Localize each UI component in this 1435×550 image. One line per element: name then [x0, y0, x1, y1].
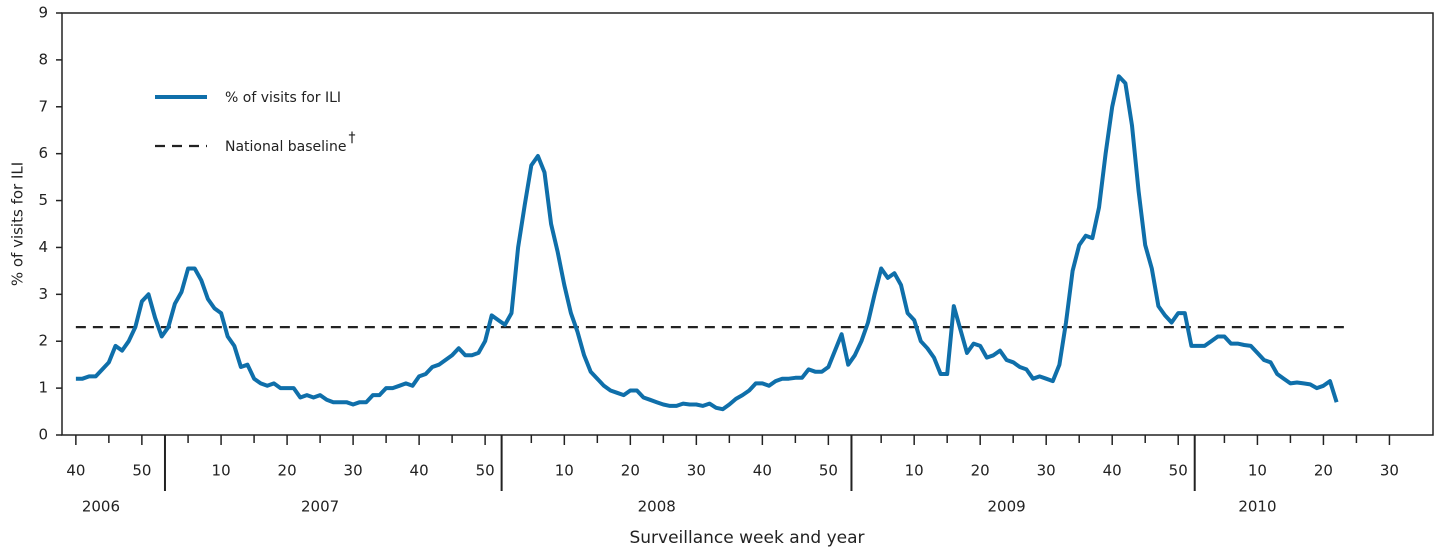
x-tick-label: 10	[555, 462, 574, 480]
x-tick-label: 30	[1037, 462, 1056, 480]
x-tick-label: 10	[905, 462, 924, 480]
x-tick-label: 40	[410, 462, 429, 480]
ili-line	[75, 74, 1339, 412]
y-axis-label: % of visits for ILI	[9, 162, 27, 286]
x-tick-label: 40	[1103, 462, 1122, 480]
y-tick-label: 2	[38, 332, 48, 350]
year-label: 2007	[301, 498, 339, 516]
x-tick-label: 50	[819, 462, 838, 480]
x-tick-label: 30	[687, 462, 706, 480]
y-tick-label: 4	[38, 238, 48, 256]
x-tick-label: 50	[476, 462, 495, 480]
y-tick-label: 6	[38, 144, 48, 162]
legend-label: National baseline	[225, 139, 346, 155]
x-tick-label: 30	[344, 462, 363, 480]
footnote-mark: †	[348, 130, 355, 146]
x-tick-label: 20	[971, 462, 990, 480]
x-tick-label: 50	[1169, 462, 1188, 480]
y-tick-label: 3	[38, 285, 48, 303]
year-label: 2010	[1238, 498, 1276, 516]
x-tick-label: 20	[621, 462, 640, 480]
plot-frame	[61, 12, 1434, 436]
x-tick-label: 20	[1314, 462, 1333, 480]
x-tick-label: 30	[1380, 462, 1399, 480]
y-tick-label: 5	[38, 191, 48, 209]
y-tick-label: 9	[38, 4, 48, 22]
y-tick-label: 8	[38, 50, 48, 68]
x-axis-label: Surveillance week and year	[629, 528, 864, 548]
year-label: 2006	[82, 498, 120, 516]
x-tick-label: 40	[66, 462, 85, 480]
year-label: 2008	[638, 498, 676, 516]
legend-label: % of visits for ILI	[225, 90, 341, 106]
y-tick-label: 0	[38, 426, 48, 444]
year-label: 2009	[987, 498, 1025, 516]
x-tick-label: 50	[132, 462, 151, 480]
x-tick-label: 10	[212, 462, 231, 480]
x-tick-label: 40	[753, 462, 772, 480]
y-tick-label: 7	[38, 97, 48, 115]
x-tick-label: 20	[278, 462, 297, 480]
y-tick-label: 1	[38, 379, 48, 397]
x-tick-label: 10	[1248, 462, 1267, 480]
